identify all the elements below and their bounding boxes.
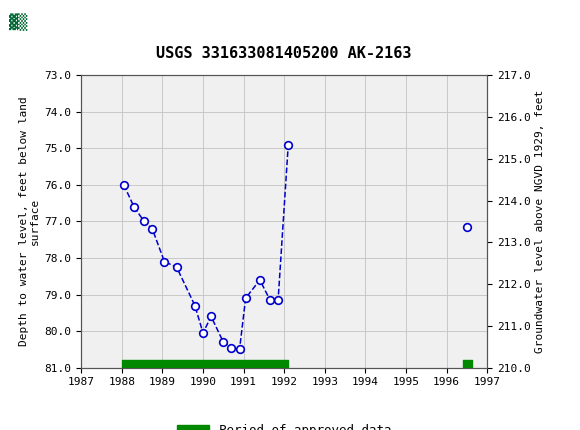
Bar — [6, 3, 75, 42]
Y-axis label: Depth to water level, feet below land
surface: Depth to water level, feet below land su… — [19, 97, 41, 346]
Text: USGS: USGS — [32, 15, 79, 30]
Text: USGS 331633081405200 AK-2163: USGS 331633081405200 AK-2163 — [157, 46, 412, 61]
Text: ▓▒: ▓▒ — [9, 14, 27, 31]
Legend: Period of approved data: Period of approved data — [172, 419, 396, 430]
Y-axis label: Groundwater level above NGVD 1929, feet: Groundwater level above NGVD 1929, feet — [535, 90, 545, 353]
